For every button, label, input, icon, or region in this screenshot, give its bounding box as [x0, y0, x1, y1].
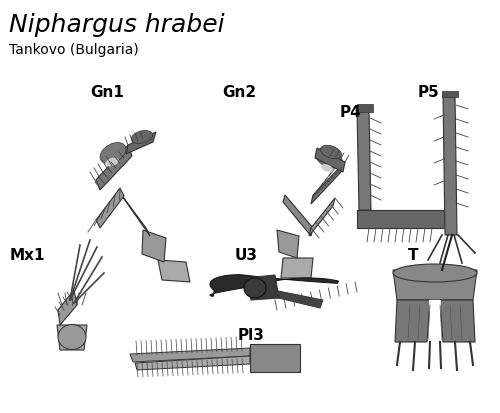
Polygon shape — [443, 95, 457, 235]
Text: Pl3: Pl3 — [238, 328, 265, 343]
Ellipse shape — [244, 278, 266, 298]
Polygon shape — [311, 162, 345, 204]
Polygon shape — [440, 300, 475, 342]
Polygon shape — [210, 275, 338, 297]
Polygon shape — [58, 290, 77, 325]
Ellipse shape — [320, 145, 342, 159]
Polygon shape — [315, 148, 345, 172]
Text: T: T — [408, 248, 418, 263]
Polygon shape — [357, 110, 371, 210]
Polygon shape — [357, 210, 445, 228]
Polygon shape — [126, 132, 156, 154]
Ellipse shape — [393, 264, 477, 282]
Ellipse shape — [106, 157, 118, 166]
Polygon shape — [442, 91, 458, 97]
Polygon shape — [270, 290, 323, 308]
Polygon shape — [250, 344, 300, 372]
Ellipse shape — [132, 131, 152, 143]
Ellipse shape — [321, 164, 333, 172]
Polygon shape — [247, 275, 279, 300]
Polygon shape — [283, 195, 313, 236]
Polygon shape — [281, 258, 313, 278]
Text: Gn1: Gn1 — [90, 85, 124, 100]
Polygon shape — [158, 260, 190, 282]
Text: P4: P4 — [340, 105, 362, 120]
Polygon shape — [135, 356, 250, 370]
Polygon shape — [130, 348, 250, 362]
Polygon shape — [57, 325, 87, 350]
Polygon shape — [429, 300, 441, 342]
Ellipse shape — [316, 148, 342, 168]
Text: U3: U3 — [235, 248, 258, 263]
Polygon shape — [393, 270, 477, 300]
Polygon shape — [357, 104, 373, 112]
Polygon shape — [277, 230, 299, 258]
Text: Gn2: Gn2 — [222, 85, 256, 100]
Text: Mx1: Mx1 — [10, 248, 46, 263]
Text: P5: P5 — [418, 85, 440, 100]
Text: Niphargus hrabei: Niphargus hrabei — [9, 13, 224, 37]
Polygon shape — [142, 230, 166, 262]
Polygon shape — [118, 190, 150, 236]
Polygon shape — [395, 300, 430, 342]
Text: Tankovo (Bulgaria): Tankovo (Bulgaria) — [9, 43, 139, 57]
Polygon shape — [309, 198, 335, 236]
Polygon shape — [96, 145, 132, 190]
Polygon shape — [96, 188, 124, 228]
Ellipse shape — [58, 325, 86, 349]
Ellipse shape — [100, 142, 126, 164]
